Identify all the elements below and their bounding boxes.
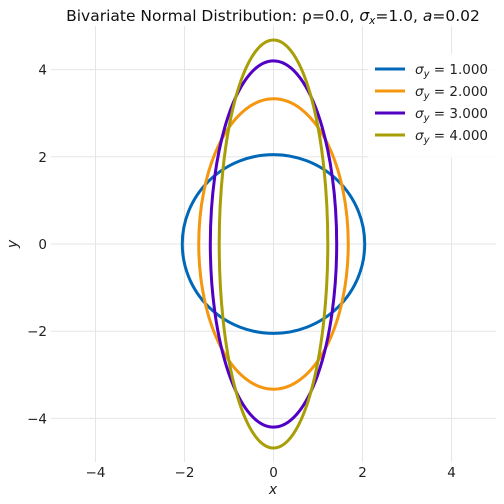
legend-background <box>368 54 498 158</box>
y-tick-label: 2 <box>38 150 47 166</box>
x-tick-label: −2 <box>175 465 195 481</box>
legend-label-2: σy = 2.000 <box>415 84 488 102</box>
y-tick-label: −4 <box>27 411 47 427</box>
x-tick-labels: −4 −2 0 2 4 <box>86 465 456 481</box>
y-axis-label: y <box>5 239 21 249</box>
contour-series-2 <box>197 97 350 391</box>
y-tick-label: −2 <box>27 324 47 340</box>
contour-curves <box>180 38 367 450</box>
legend-label-4: σy = 4.000 <box>415 128 488 146</box>
x-tick-label: 4 <box>447 465 456 481</box>
contour-series-3 <box>208 59 339 429</box>
y-tick-labels: −4 −2 0 2 4 <box>27 63 47 428</box>
legend-label-3: σy = 3.000 <box>415 106 488 124</box>
legend: σy = 1.000 σy = 2.000 σy = 3.000 σy = 4.000 <box>368 54 498 158</box>
legend-label-1: σy = 1.000 <box>415 62 488 80</box>
y-tick-label: 4 <box>38 63 47 79</box>
contour-series-4 <box>217 38 330 450</box>
x-axis-label: x <box>268 482 278 498</box>
contour-series-1 <box>180 153 367 335</box>
x-tick-label: −4 <box>86 465 106 481</box>
x-tick-label: 0 <box>269 465 278 481</box>
y-tick-label: 0 <box>38 237 47 253</box>
chart-title: Bivariate Normal Distribution: ρ=0.0, σx… <box>66 7 480 27</box>
x-tick-label: 2 <box>358 465 367 481</box>
